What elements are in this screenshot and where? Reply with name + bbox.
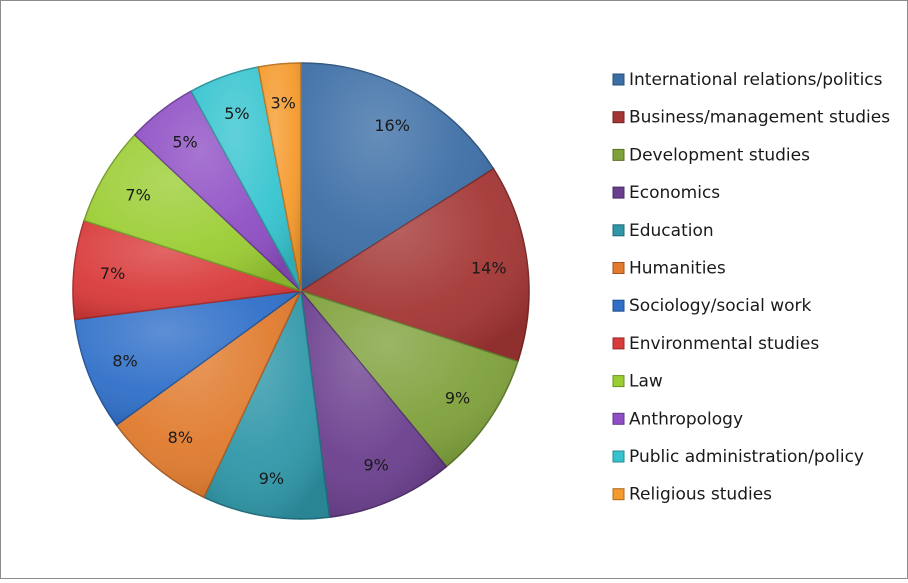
legend-swatch-public-administration-policy bbox=[612, 450, 625, 463]
legend-label-religious-studies: Religious studies bbox=[629, 485, 772, 505]
data-label-humanities: 8% bbox=[168, 428, 193, 447]
data-label-public-administration-policy: 5% bbox=[224, 104, 249, 123]
pie-slice-gloss bbox=[134, 91, 301, 291]
legend-swatch-law bbox=[612, 375, 625, 388]
data-label-business-management-studies: 14% bbox=[471, 258, 507, 277]
data-label-economics: 9% bbox=[363, 456, 388, 475]
legend-label-humanities: Humanities bbox=[629, 259, 726, 279]
pie-slice-gloss bbox=[74, 291, 301, 426]
legend-swatch-humanities bbox=[612, 262, 625, 274]
data-label-anthropology: 5% bbox=[172, 132, 197, 151]
legend-label-anthropology: Anthropology bbox=[629, 409, 743, 429]
pie-slice-gloss bbox=[301, 291, 447, 518]
legend-label-sociology-social-work: Sociology/social work bbox=[629, 296, 812, 316]
data-label-environmental-studies: 7% bbox=[100, 264, 125, 283]
legend-swatch-economics bbox=[612, 186, 625, 199]
data-label-international-relations-politics: 16% bbox=[374, 116, 410, 135]
legend-label-public-administration-policy: Public administration/policy bbox=[629, 447, 864, 467]
pie-slice-gloss bbox=[258, 63, 301, 291]
pie-slice-gloss bbox=[72, 220, 301, 320]
legend-label-law: Law bbox=[629, 372, 663, 392]
legend-swatch-sociology-social-work bbox=[612, 299, 625, 312]
legend-swatch-development-studies bbox=[612, 148, 625, 161]
legend-label-education: Education bbox=[629, 221, 714, 241]
pie-data-labels: 16% 14% 9% 9% 9% 8% 8% 7% 7% 5% 5% 3% bbox=[100, 94, 507, 488]
legend-label-international-relations-politics: International relations/politics bbox=[629, 70, 883, 90]
pie-slice-gloss bbox=[301, 291, 518, 467]
pie-slice-gloss bbox=[301, 63, 494, 291]
data-label-religious-studies: 3% bbox=[270, 94, 295, 113]
legend-label-environmental-studies: Environmental studies bbox=[629, 334, 819, 354]
legend-label-economics: Economics bbox=[629, 183, 720, 203]
pie-slices bbox=[72, 62, 530, 520]
pie-slice-gloss bbox=[116, 291, 301, 498]
legend-swatch-international-relations-politics bbox=[612, 73, 625, 86]
legend-swatch-environmental-studies bbox=[612, 337, 625, 350]
legend-swatch-anthropology bbox=[612, 412, 625, 425]
legend-swatch-religious-studies bbox=[612, 488, 625, 501]
data-label-law: 7% bbox=[125, 186, 150, 205]
legend-label-development-studies: Development studies bbox=[629, 145, 810, 165]
data-label-development-studies: 9% bbox=[445, 388, 470, 407]
data-label-education: 9% bbox=[259, 469, 284, 488]
legend: International relations/politics Business… bbox=[612, 70, 890, 505]
pie-slice-gloss bbox=[191, 67, 301, 291]
pie-slice-gloss bbox=[84, 134, 301, 291]
legend-swatch-education bbox=[612, 224, 625, 237]
pie-slice-gloss bbox=[203, 291, 330, 519]
legend-label-business-management-studies: Business/management studies bbox=[629, 108, 890, 128]
legend-swatch-business-management-studies bbox=[612, 111, 625, 124]
pie-slice-gloss bbox=[301, 168, 529, 362]
data-label-sociology-social-work: 8% bbox=[112, 352, 137, 371]
